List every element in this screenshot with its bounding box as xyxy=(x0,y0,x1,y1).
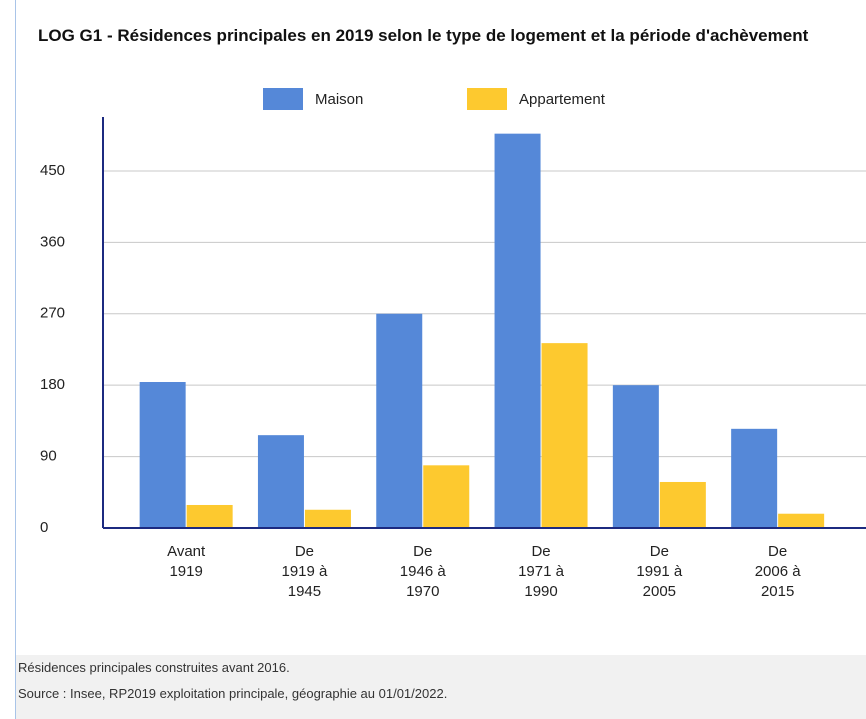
note: Résidences principales construites avant… xyxy=(18,660,290,675)
bar xyxy=(423,465,470,528)
y-tick-label: 450 xyxy=(40,162,65,179)
legend-label: Appartement xyxy=(519,91,606,108)
bar xyxy=(304,509,351,528)
bar xyxy=(541,343,588,528)
bar xyxy=(186,504,233,528)
y-tick-label: 0 xyxy=(40,519,48,536)
bar xyxy=(139,382,186,528)
x-tick-label: De 1991 à 2005 xyxy=(636,543,683,600)
footer: Résidences principales construites avant… xyxy=(16,655,866,719)
note: Source : Insee, RP2019 exploitation prin… xyxy=(18,686,448,701)
x-tick-label: De 1946 à 1970 xyxy=(399,543,446,600)
bar xyxy=(612,385,659,528)
chart-title: LOG G1 - Résidences principales en 2019 … xyxy=(38,26,809,45)
bar xyxy=(778,513,825,528)
legend-swatch xyxy=(263,88,303,110)
y-tick-label: 180 xyxy=(40,376,65,393)
bar xyxy=(257,435,304,528)
chart: 0 90 180 270 360 450 Maison Appartement xyxy=(40,88,866,536)
bar xyxy=(376,313,423,528)
x-tick-label: De 1971 à 1990 xyxy=(518,543,564,600)
y-tick-label: 270 xyxy=(40,305,65,322)
bar xyxy=(494,133,541,528)
y-tick-label: 360 xyxy=(40,233,65,250)
frame xyxy=(15,0,866,719)
legend-label: Maison xyxy=(315,91,363,108)
legend-swatch xyxy=(467,88,507,110)
x-tick-label: De 1919 à 1945 xyxy=(281,543,328,600)
x-tick-label: De 2006 à 2015 xyxy=(754,543,801,600)
x-tick-label: Avant 1919 xyxy=(167,543,206,580)
bar xyxy=(659,481,706,528)
y-tick-label: 90 xyxy=(40,448,57,465)
bar xyxy=(731,428,778,528)
